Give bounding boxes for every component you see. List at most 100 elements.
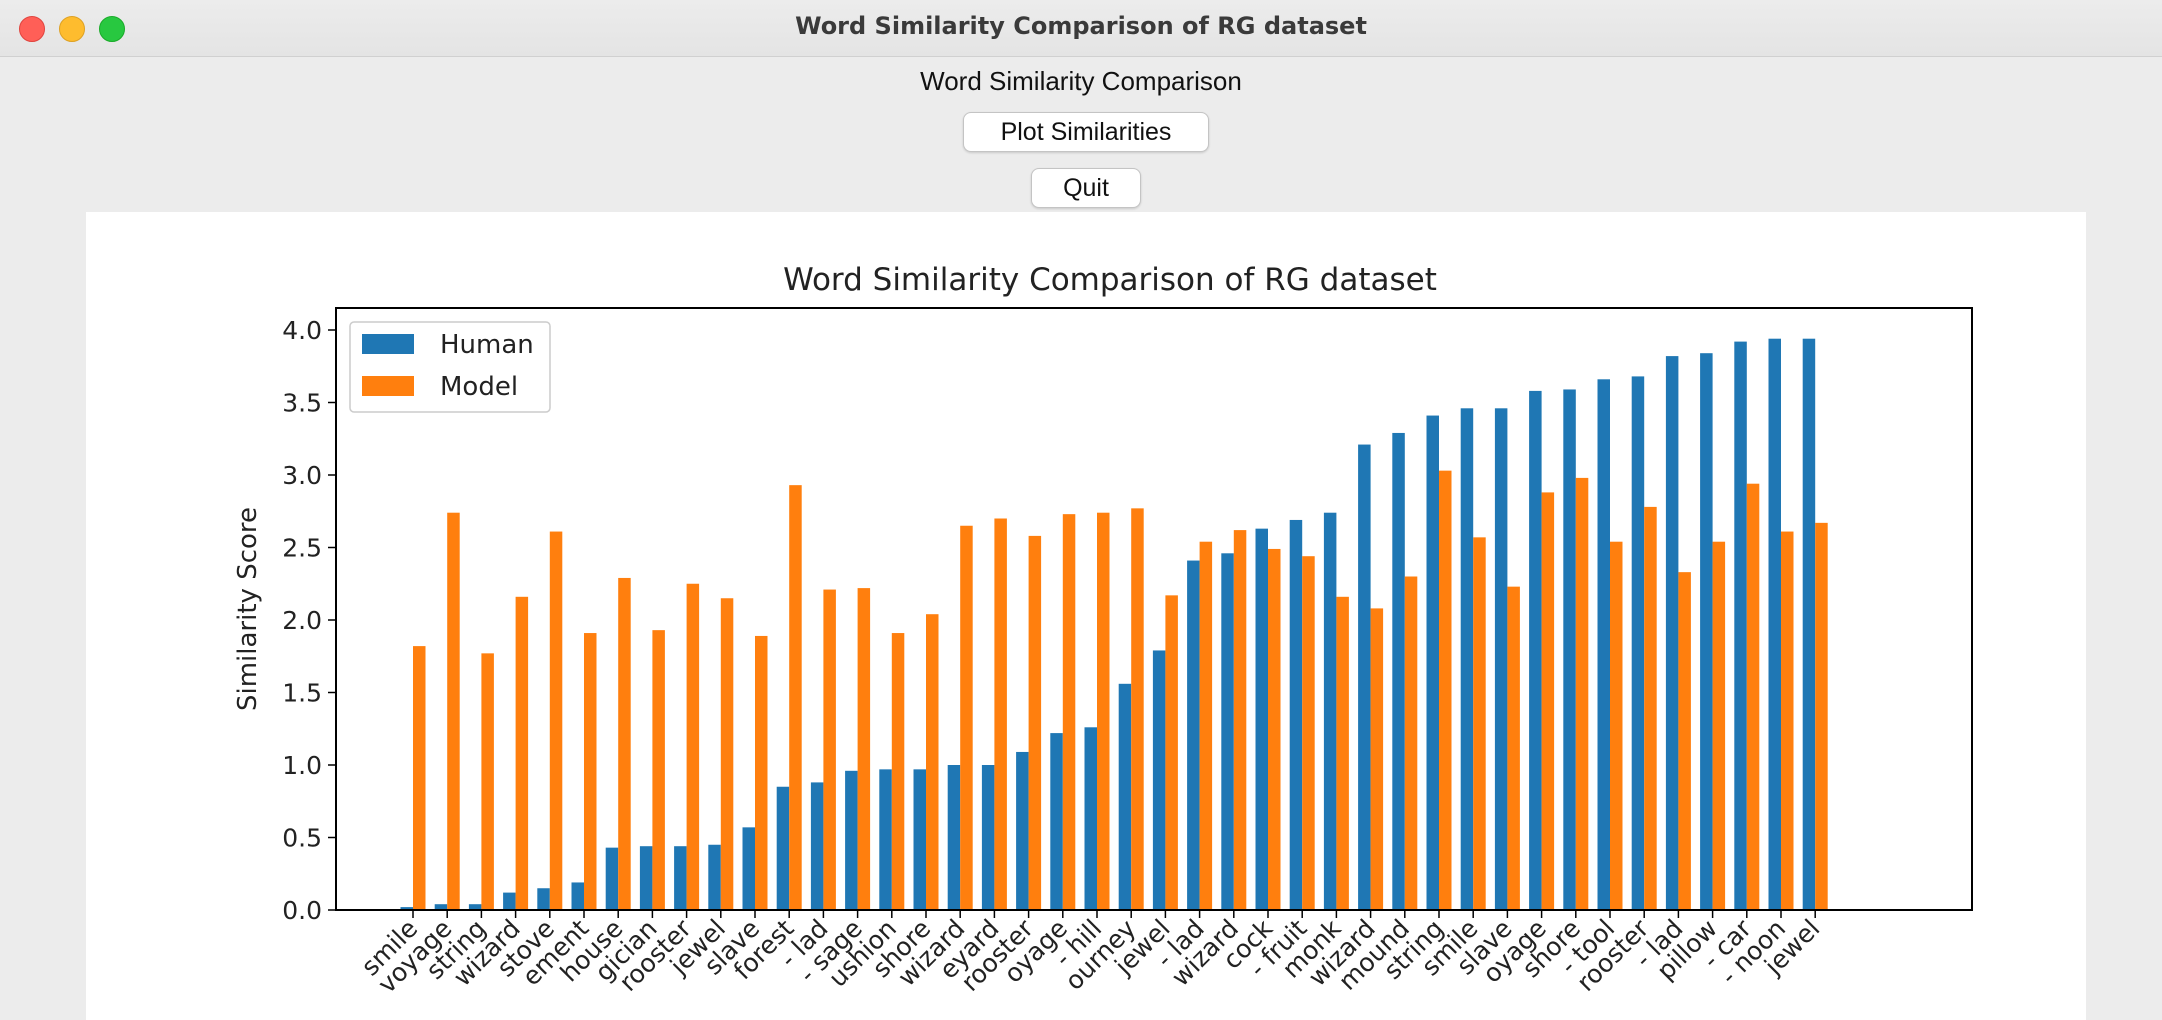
bar-human-19 bbox=[1050, 733, 1063, 910]
bar-human-40 bbox=[1768, 338, 1781, 910]
minimize-window-button[interactable] bbox=[59, 16, 85, 42]
bar-model-17 bbox=[994, 518, 1007, 910]
bar-model-26 bbox=[1302, 556, 1315, 910]
bar-model-14 bbox=[891, 633, 905, 910]
bar-model-21 bbox=[1131, 508, 1144, 910]
legend-label-human: Human bbox=[440, 330, 534, 360]
chart-title: Word Similarity Comparison of RG dataset bbox=[783, 262, 1437, 298]
bar-human-14 bbox=[879, 769, 892, 910]
bar-human-21 bbox=[1118, 683, 1132, 910]
bar-model-35 bbox=[1610, 541, 1623, 910]
bar-model-7 bbox=[652, 630, 665, 910]
bar-model-40 bbox=[1781, 531, 1794, 910]
bar-human-38 bbox=[1700, 353, 1713, 910]
bar-model-19 bbox=[1062, 514, 1076, 910]
bar-human-36 bbox=[1631, 376, 1645, 910]
bar-model-4 bbox=[549, 531, 563, 910]
bar-human-23 bbox=[1187, 560, 1200, 910]
bar-model-11 bbox=[789, 485, 802, 910]
bar-human-24 bbox=[1221, 553, 1234, 910]
maximize-window-button[interactable] bbox=[99, 16, 125, 42]
bar-model-18 bbox=[1028, 535, 1042, 910]
bar-chart: Word Similarity Comparison of RG dataset… bbox=[233, 262, 1973, 999]
title-bar: Word Similarity Comparison of RG dataset bbox=[0, 0, 2162, 57]
bar-human-2 bbox=[468, 904, 482, 910]
bars-layer bbox=[400, 338, 1828, 911]
bar-model-8 bbox=[686, 583, 700, 910]
y-tick-label: 3.5 bbox=[282, 389, 322, 418]
bar-model-23 bbox=[1199, 541, 1213, 910]
y-tick-label: 2.0 bbox=[282, 606, 322, 635]
bar-model-5 bbox=[584, 633, 597, 910]
bar-human-34 bbox=[1563, 389, 1576, 910]
bar-human-33 bbox=[1529, 390, 1542, 910]
bar-human-31 bbox=[1460, 408, 1474, 910]
bar-model-22 bbox=[1165, 595, 1178, 910]
bar-human-3 bbox=[503, 892, 516, 910]
plot-similarities-button[interactable]: Plot Similarities bbox=[963, 112, 1209, 152]
bar-human-28 bbox=[1358, 444, 1371, 910]
bar-human-17 bbox=[981, 765, 995, 910]
y-tick-label: 2.5 bbox=[282, 534, 322, 563]
bar-human-25 bbox=[1255, 528, 1268, 910]
quit-button[interactable]: Quit bbox=[1031, 168, 1141, 208]
plot-area-frame bbox=[335, 307, 1973, 911]
bar-model-37 bbox=[1678, 572, 1691, 910]
bar-human-5 bbox=[571, 882, 584, 910]
legend-label-model: Model bbox=[440, 372, 518, 402]
bar-human-0 bbox=[400, 907, 413, 910]
bar-model-30 bbox=[1439, 470, 1452, 910]
bar-human-16 bbox=[947, 765, 961, 910]
bar-human-11 bbox=[776, 786, 790, 910]
bar-human-26 bbox=[1289, 519, 1303, 910]
legend: Human Model bbox=[349, 321, 551, 413]
bar-model-36 bbox=[1644, 506, 1657, 910]
close-window-button[interactable] bbox=[19, 16, 45, 42]
bar-human-6 bbox=[605, 847, 619, 910]
bar-human-30 bbox=[1426, 415, 1439, 910]
bar-model-15 bbox=[926, 614, 939, 910]
bar-human-27 bbox=[1323, 512, 1337, 910]
bar-human-32 bbox=[1494, 408, 1508, 910]
bar-human-39 bbox=[1734, 341, 1747, 911]
bar-human-18 bbox=[1016, 751, 1029, 910]
bar-human-22 bbox=[1152, 650, 1166, 910]
bar-model-27 bbox=[1336, 596, 1349, 910]
window-title: Word Similarity Comparison of RG dataset bbox=[795, 12, 1367, 40]
bar-model-29 bbox=[1404, 576, 1418, 910]
bar-model-33 bbox=[1541, 492, 1555, 910]
bar-model-34 bbox=[1575, 477, 1589, 910]
bar-human-8 bbox=[674, 846, 687, 910]
y-tick-label: 3.0 bbox=[282, 461, 322, 490]
y-tick-label: 1.0 bbox=[282, 751, 322, 780]
bar-model-32 bbox=[1507, 586, 1520, 910]
legend-swatch-human bbox=[362, 334, 414, 354]
bar-model-6 bbox=[618, 577, 631, 910]
bar-human-20 bbox=[1084, 727, 1097, 910]
bar-human-41 bbox=[1802, 338, 1816, 910]
bar-human-37 bbox=[1665, 356, 1679, 911]
bar-model-24 bbox=[1233, 530, 1247, 910]
plot-canvas: Word Similarity Comparison of RG dataset… bbox=[86, 212, 2086, 1020]
bar-human-12 bbox=[810, 782, 824, 910]
bar-model-0 bbox=[413, 646, 426, 910]
bar-human-29 bbox=[1392, 432, 1405, 910]
bar-model-28 bbox=[1370, 608, 1384, 910]
bar-human-9 bbox=[708, 844, 721, 910]
bar-model-39 bbox=[1746, 483, 1760, 910]
bar-model-2 bbox=[481, 653, 494, 910]
bar-human-4 bbox=[537, 888, 550, 910]
y-tick-label: 0.0 bbox=[282, 896, 322, 925]
x-axis: smilevoyagestringwizardstoveementhousegi… bbox=[356, 910, 1825, 999]
bar-model-31 bbox=[1473, 537, 1486, 910]
app-heading: Word Similarity Comparison bbox=[920, 66, 1242, 96]
legend-swatch-model bbox=[362, 376, 414, 396]
bar-model-12 bbox=[823, 589, 836, 910]
bar-model-38 bbox=[1712, 541, 1726, 910]
bar-model-16 bbox=[960, 525, 973, 910]
bar-model-20 bbox=[1097, 512, 1110, 910]
bar-model-1 bbox=[447, 512, 460, 910]
bar-human-35 bbox=[1597, 379, 1610, 910]
bar-human-15 bbox=[913, 769, 926, 910]
